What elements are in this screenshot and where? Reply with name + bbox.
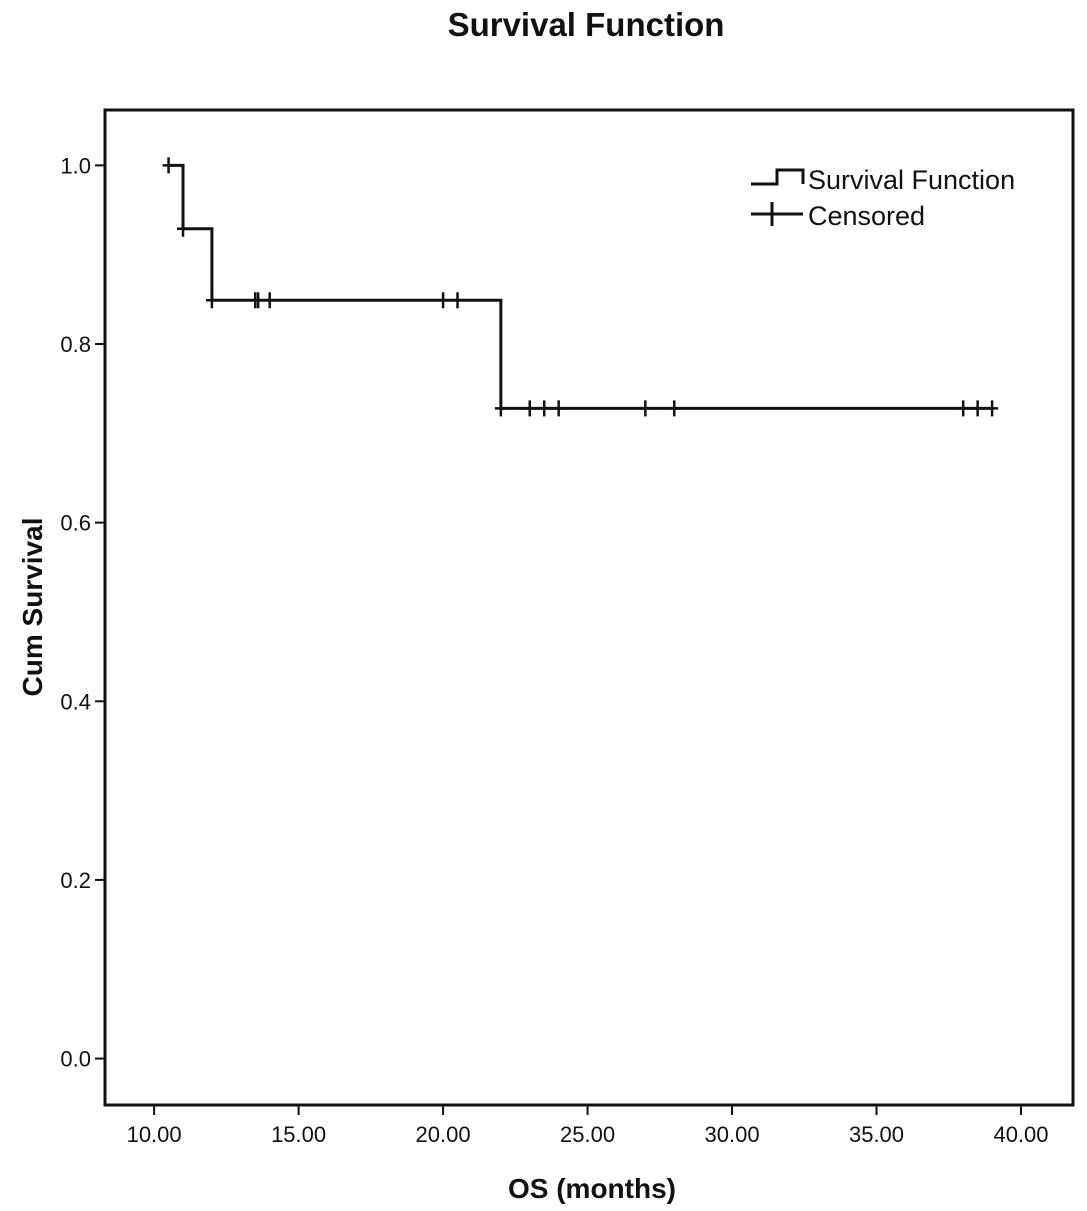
censored-mark [538,400,551,417]
censored-mark [205,292,218,309]
y-tick-label: 1.0 [60,153,91,178]
censored-mark [494,400,507,417]
censored-mark [639,400,652,417]
censored-mark [252,292,265,309]
x-axis-title: OS (months) [508,1173,676,1204]
y-tick-label: 0.6 [60,511,91,536]
x-tick-label: 10.00 [127,1122,182,1147]
survival-function-line [168,163,993,410]
censored-mark [957,400,970,417]
censor-marks [162,157,999,417]
y-axis-title: Cum Survival [17,518,48,697]
x-tick-label: 30.00 [705,1122,760,1147]
legend-censored-label: Censored [808,201,925,231]
series-layer [168,163,993,410]
censored-mark [523,400,536,417]
legend-survival-label: Survival Function [808,165,1015,195]
x-tick-label: 15.00 [271,1122,326,1147]
y-tick-label: 0.2 [60,868,91,893]
censored-mark [986,400,999,417]
censored-mark [552,400,565,417]
censored-mark [971,400,984,417]
censored-mark [437,292,450,309]
chart-title: Survival Function [447,6,725,43]
x-tick-label: 25.00 [560,1122,615,1147]
y-tick-label: 0.8 [60,332,91,357]
censored-mark [668,400,681,417]
plot-frame [103,108,1075,1107]
x-axis: 10.00 15.00 20.00 25.00 30.00 35.00 40.00 [127,1105,1049,1147]
x-tick-label: 40.00 [993,1122,1048,1147]
censored-mark [177,220,190,237]
y-tick-label: 0.4 [60,689,91,714]
censored-mark [451,292,464,309]
y-axis: 0.0 0.2 0.4 0.6 0.8 1.0 [60,153,105,1072]
legend: Survival Function Censored [751,165,1015,231]
y-tick-label: 0.0 [60,1047,91,1072]
censored-mark [263,292,276,309]
x-tick-label: 35.00 [849,1122,904,1147]
censored-mark [162,157,175,174]
x-tick-label: 20.00 [416,1122,471,1147]
legend-survival-symbol [751,168,805,186]
